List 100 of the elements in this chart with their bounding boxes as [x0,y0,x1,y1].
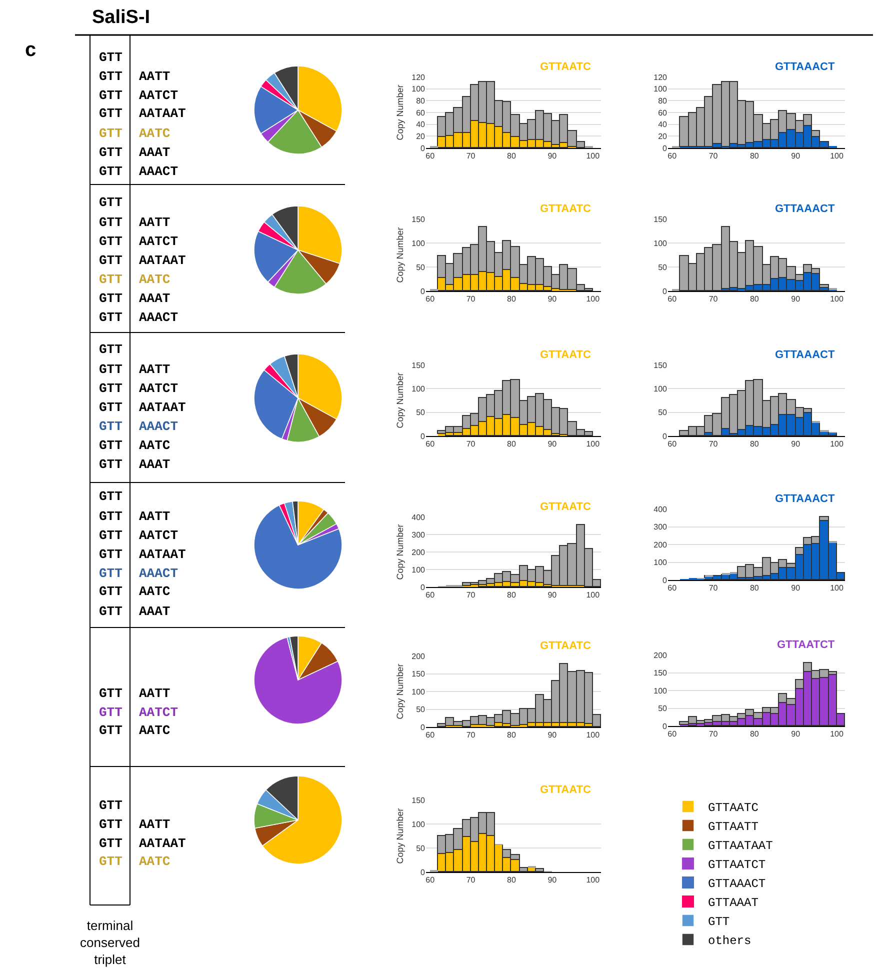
y-tick-label: 50 [658,408,668,418]
x-tick-label: 80 [507,440,516,449]
x-tick-label: 80 [750,152,760,161]
category-label: GTT [99,50,123,65]
text: terminal conserved triplet [80,918,140,967]
category-label: GTT AATCT [99,88,178,103]
x-tick-label: 70 [466,440,476,449]
y-tick-label: 50 [416,408,426,418]
x-tick-label: 100 [830,294,844,304]
category-label: GTT AAAT [99,145,170,160]
category-label: GTT AATC [99,723,170,738]
y-tick-label: 0 [420,286,426,296]
y-tick-label: 200 [412,652,426,661]
y-tick-label: 120 [654,72,668,82]
text: c [25,39,36,61]
x-tick-label: 70 [466,294,476,304]
y-tick-label: 100 [654,558,668,568]
x-tick-label: 100 [830,584,844,593]
y-tick-label: 400 [654,504,668,514]
x-tick-label: 70 [708,152,718,161]
y-tick-label: 20 [416,132,426,141]
category-label: GTT AAACT [99,164,178,179]
legend-label: GTTAATT [708,820,758,834]
chart-title: GTTAATC [540,784,591,796]
x-tick-label: 100 [586,152,600,161]
chart-title: GTTAATC [540,640,591,652]
x-tick-label: 70 [708,440,718,449]
y-tick-label: 150 [654,214,668,224]
category-label: GTT AATCT [99,705,178,720]
y-tick-label: 100 [412,687,426,696]
x-tick-label: 100 [830,730,844,739]
chart-title: GTTAATC [540,501,591,513]
y-tick-label: 150 [412,670,426,679]
category-label: GTT AAACT [99,566,178,581]
y-tick-label: 300 [654,522,668,532]
legend-label: GTTAATCT [708,858,766,872]
y-axis-title: Copy Number [394,524,405,580]
y-tick-label: 40 [416,120,426,130]
category-label: GTT AATCT [99,381,178,396]
category-label: GTT AATAAT [99,400,186,415]
category-label: GTT AAACT [99,419,178,434]
y-axis-title: Copy Number [394,372,405,428]
category-label: GTT AATC [99,584,170,599]
y-axis-title: Copy Number [394,84,405,140]
chart-title: GTTAAACT [775,493,835,505]
category-label: GTT AATAAT [99,253,186,268]
x-tick-label: 100 [586,876,600,885]
y-tick-label: 0 [662,722,668,731]
category-label: GTT [99,489,123,504]
x-tick-label: 90 [791,152,801,161]
y-tick-label: 150 [412,796,426,805]
y-tick-label: 100 [412,820,426,829]
legend-label: GTTAAACT [708,877,766,892]
x-tick-label: 80 [750,440,760,449]
x-tick-label: 90 [548,152,558,161]
category-label: GTT AATT [99,686,170,701]
y-tick-label: 80 [658,96,668,106]
chart-title: GTTAAACT [775,203,835,215]
category-label: GTT AATCT [99,528,178,543]
y-tick-label: 100 [412,384,426,394]
category-label: GTT AATT [99,817,170,832]
x-tick-label: 70 [466,152,476,161]
y-tick-label: 0 [420,432,426,441]
y-tick-label: 80 [416,96,426,106]
x-tick-label: 90 [548,876,558,885]
category-label: GTT AATT [99,69,170,84]
x-tick-label: 80 [750,730,760,739]
y-tick-label: 50 [416,844,426,853]
x-tick-label: 100 [586,730,600,740]
x-tick-label: 80 [750,584,760,593]
chart-title: GTTAATCT [777,639,835,651]
x-tick-label: 100 [830,440,844,449]
y-tick-label: 200 [412,548,426,557]
x-tick-label: 90 [548,294,558,304]
x-tick-label: 70 [466,876,476,885]
category-label: GTT AAAT [99,604,170,619]
y-tick-label: 100 [412,565,426,574]
y-tick-label: 0 [662,286,668,296]
y-tick-label: 0 [662,576,668,585]
y-tick-label: 60 [658,108,668,118]
category-label: GTT AATT [99,509,170,524]
x-tick-label: 100 [586,440,600,449]
y-tick-label: 150 [412,360,426,370]
y-tick-label: 100 [654,686,668,696]
category-label: GTT AATC [99,854,170,869]
y-tick-label: 150 [412,214,426,224]
legend-label: others [708,934,752,948]
y-tick-label: 50 [416,705,426,714]
x-tick-label: 70 [708,294,718,304]
legend-label: GTTAATC [708,801,758,816]
x-tick-label: 70 [466,730,476,740]
y-axis-title: Copy Number [394,808,405,864]
x-tick-label: 90 [548,590,558,600]
y-tick-label: 100 [412,238,426,248]
y-tick-label: 100 [412,84,426,94]
x-tick-label: 70 [708,730,718,739]
y-tick-label: 150 [654,360,668,370]
category-label: GTT [99,342,123,357]
x-tick-label: 90 [791,294,801,304]
x-tick-label: 90 [548,730,558,740]
